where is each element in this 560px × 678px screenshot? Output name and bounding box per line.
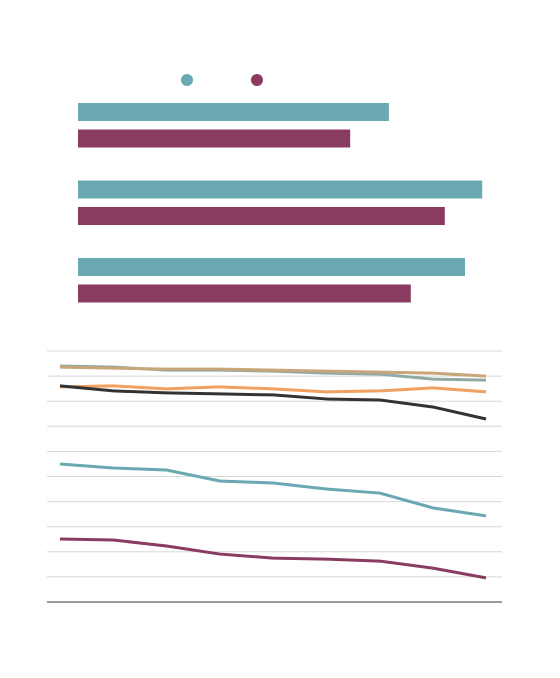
legend-marker xyxy=(181,74,193,86)
bar xyxy=(78,207,445,225)
line xyxy=(59,462,487,518)
line xyxy=(59,365,487,378)
bar xyxy=(78,103,389,121)
line xyxy=(59,384,487,421)
bar xyxy=(78,180,483,199)
line xyxy=(59,384,487,394)
legend-marker xyxy=(251,74,263,86)
bar xyxy=(78,284,411,303)
bar xyxy=(78,129,351,148)
line xyxy=(59,537,487,580)
bar xyxy=(78,258,465,276)
